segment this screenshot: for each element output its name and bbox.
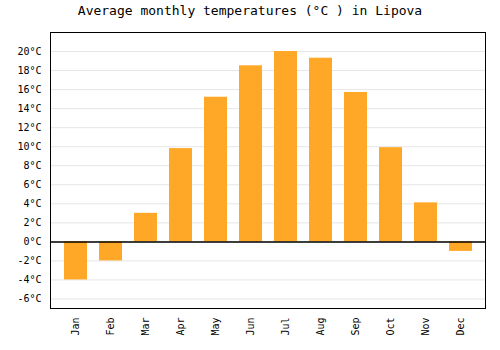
svg-text:2°C: 2°C [23, 217, 41, 228]
svg-text:-6°C: -6°C [17, 293, 41, 304]
svg-text:-2°C: -2°C [17, 255, 41, 266]
svg-text:4°C: 4°C [23, 198, 41, 209]
svg-text:Feb: Feb [105, 318, 116, 336]
svg-text:8°C: 8°C [23, 160, 41, 171]
svg-text:6°C: 6°C [23, 179, 41, 190]
svg-text:Sep: Sep [350, 318, 361, 336]
svg-text:Apr: Apr [175, 318, 186, 336]
svg-text:May: May [210, 318, 221, 336]
svg-text:Jul: Jul [280, 318, 291, 336]
svg-text:12°C: 12°C [17, 122, 41, 133]
svg-text:16°C: 16°C [17, 84, 41, 95]
svg-text:Aug: Aug [315, 318, 326, 336]
svg-text:Nov: Nov [420, 318, 431, 336]
svg-text:Jan: Jan [70, 318, 81, 336]
svg-text:-4°C: -4°C [17, 274, 41, 285]
svg-text:Jun: Jun [245, 318, 256, 336]
svg-text:Dec: Dec [455, 318, 466, 336]
svg-text:14°C: 14°C [17, 103, 41, 114]
svg-text:Mar: Mar [140, 318, 151, 336]
svg-text:20°C: 20°C [17, 46, 41, 57]
svg-text:10°C: 10°C [17, 141, 41, 152]
svg-text:0°C: 0°C [23, 236, 41, 247]
html-text:Average monthly temperatures (: Average monthly temperatures (°C ) in Li… [77, 3, 423, 18]
svg-text:18°C: 18°C [17, 65, 41, 76]
svg-text:Oct: Oct [385, 318, 396, 336]
